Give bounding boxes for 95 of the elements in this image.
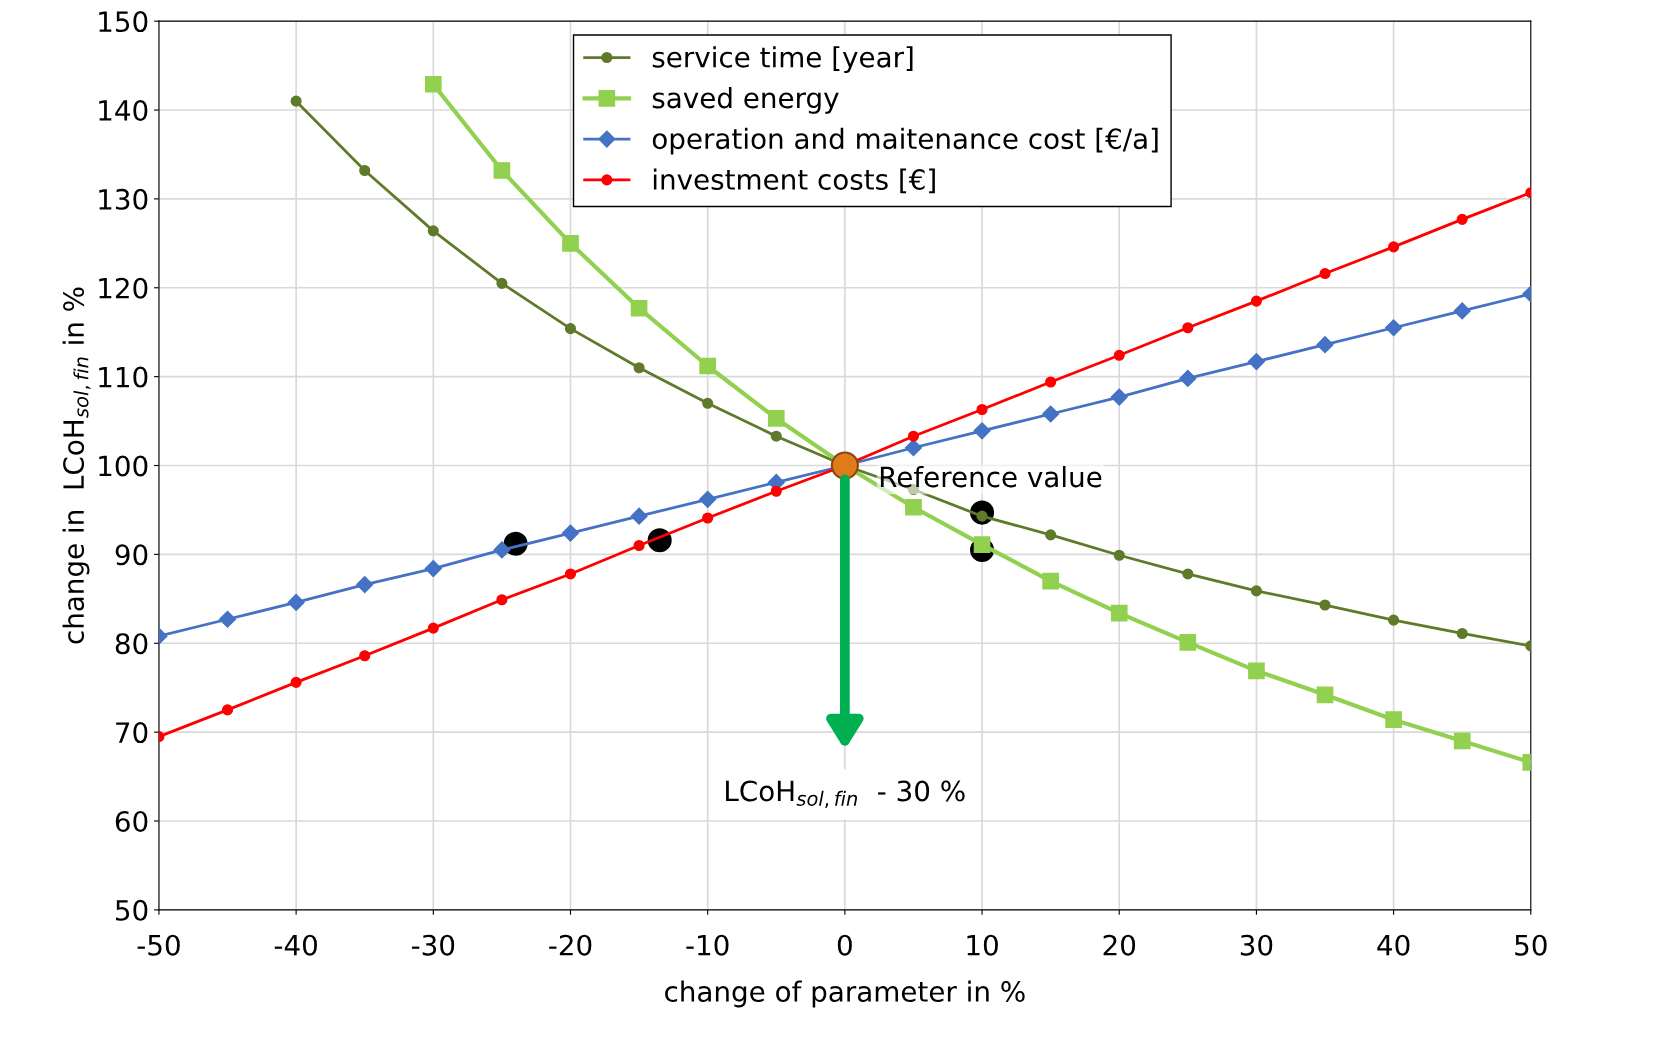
legend-label: saved energy: [652, 86, 839, 114]
y-tick-label: 50: [116, 899, 148, 921]
point: [905, 498, 922, 516]
point: [1456, 213, 1468, 225]
x-tick-label: -40: [274, 934, 317, 956]
point: [1453, 732, 1471, 750]
x-tick-label: -50: [137, 934, 180, 956]
point: [1182, 322, 1194, 334]
point: [1250, 295, 1262, 307]
point: [427, 225, 439, 237]
point: [290, 95, 302, 107]
point: [1385, 319, 1403, 337]
x-tick-label: 30: [1240, 934, 1273, 956]
point: [904, 439, 923, 457]
point: [1113, 349, 1125, 361]
legend-label: operation and maitenance cost [€/a]: [652, 127, 1158, 155]
point: [1113, 549, 1125, 561]
point: [633, 539, 645, 552]
point: [1042, 405, 1060, 423]
x-axis-title: change of parameter in %: [665, 980, 1025, 1008]
point: [1045, 529, 1057, 541]
point: [1042, 572, 1059, 590]
y-tick-label: 80: [115, 633, 148, 655]
x-tick-label: 10: [967, 934, 998, 956]
point: [1250, 585, 1262, 597]
y-tick-label: 130: [99, 188, 148, 210]
point: [830, 451, 859, 480]
point: [630, 507, 648, 525]
point: [561, 524, 580, 542]
point: [976, 403, 988, 416]
point: [767, 410, 785, 427]
y-tick-label: 60: [115, 810, 148, 832]
point: [493, 162, 511, 179]
point: [699, 357, 717, 375]
point: [356, 576, 374, 594]
point: [702, 397, 714, 409]
point: [1456, 627, 1468, 640]
point: [359, 650, 371, 662]
x-tick-label: -10: [686, 934, 729, 956]
point: [562, 235, 579, 252]
point: [702, 512, 714, 524]
point: [907, 430, 920, 442]
point: [1388, 614, 1400, 626]
x-tick-label: -20: [549, 934, 592, 956]
y-tick-label: 70: [116, 722, 148, 744]
legend-label: service time [year]: [652, 46, 913, 74]
point: [1110, 604, 1128, 622]
point: [221, 704, 234, 716]
x-tick-label: -30: [411, 934, 455, 956]
point: [1179, 634, 1197, 651]
annotation: LCoH$_{sol,fin}$ - 30 %: [726, 780, 965, 808]
point: [1045, 376, 1057, 388]
point: [1179, 369, 1197, 387]
point: [699, 490, 717, 508]
point: [287, 593, 305, 611]
legend-label: investment costs [€]: [653, 168, 935, 194]
point: [1182, 568, 1194, 580]
point: [1319, 599, 1331, 611]
point: [424, 75, 442, 93]
y-tick-label: 120: [99, 277, 148, 299]
point: [359, 164, 371, 177]
point: [1319, 268, 1331, 280]
point: [496, 594, 508, 606]
point: [1453, 302, 1471, 320]
x-tick-label: 50: [1515, 934, 1547, 956]
y-tick-label: 140: [99, 99, 148, 121]
point: [1385, 711, 1402, 729]
y-tick-label: 90: [115, 544, 148, 566]
point: [633, 362, 645, 374]
point: [424, 560, 442, 578]
y-axis-title: change in LCoH$_{sol,fin}$ in %: [62, 287, 91, 644]
point: [564, 323, 577, 335]
y-tick-label: 100: [99, 455, 148, 477]
point: [1316, 336, 1334, 354]
point: [1388, 241, 1400, 253]
point: [1110, 388, 1128, 406]
point: [493, 541, 511, 559]
x-tick-label: 40: [1377, 934, 1410, 956]
y-tick-label: 150: [99, 11, 148, 33]
point: [630, 299, 648, 317]
point: [564, 568, 577, 580]
x-tick-label: 20: [1103, 934, 1136, 956]
point: [290, 676, 302, 688]
point: [496, 277, 508, 289]
point: [1248, 662, 1265, 680]
point: [1316, 686, 1334, 704]
point: [1247, 352, 1265, 371]
annotation: Reference value: [880, 465, 1102, 488]
point: [770, 430, 782, 442]
point: [973, 422, 991, 440]
point: [218, 610, 237, 628]
point: [427, 622, 439, 634]
x-tick-label: 0: [837, 934, 852, 956]
y-tick-label: 110: [99, 366, 148, 388]
point: [770, 485, 782, 497]
